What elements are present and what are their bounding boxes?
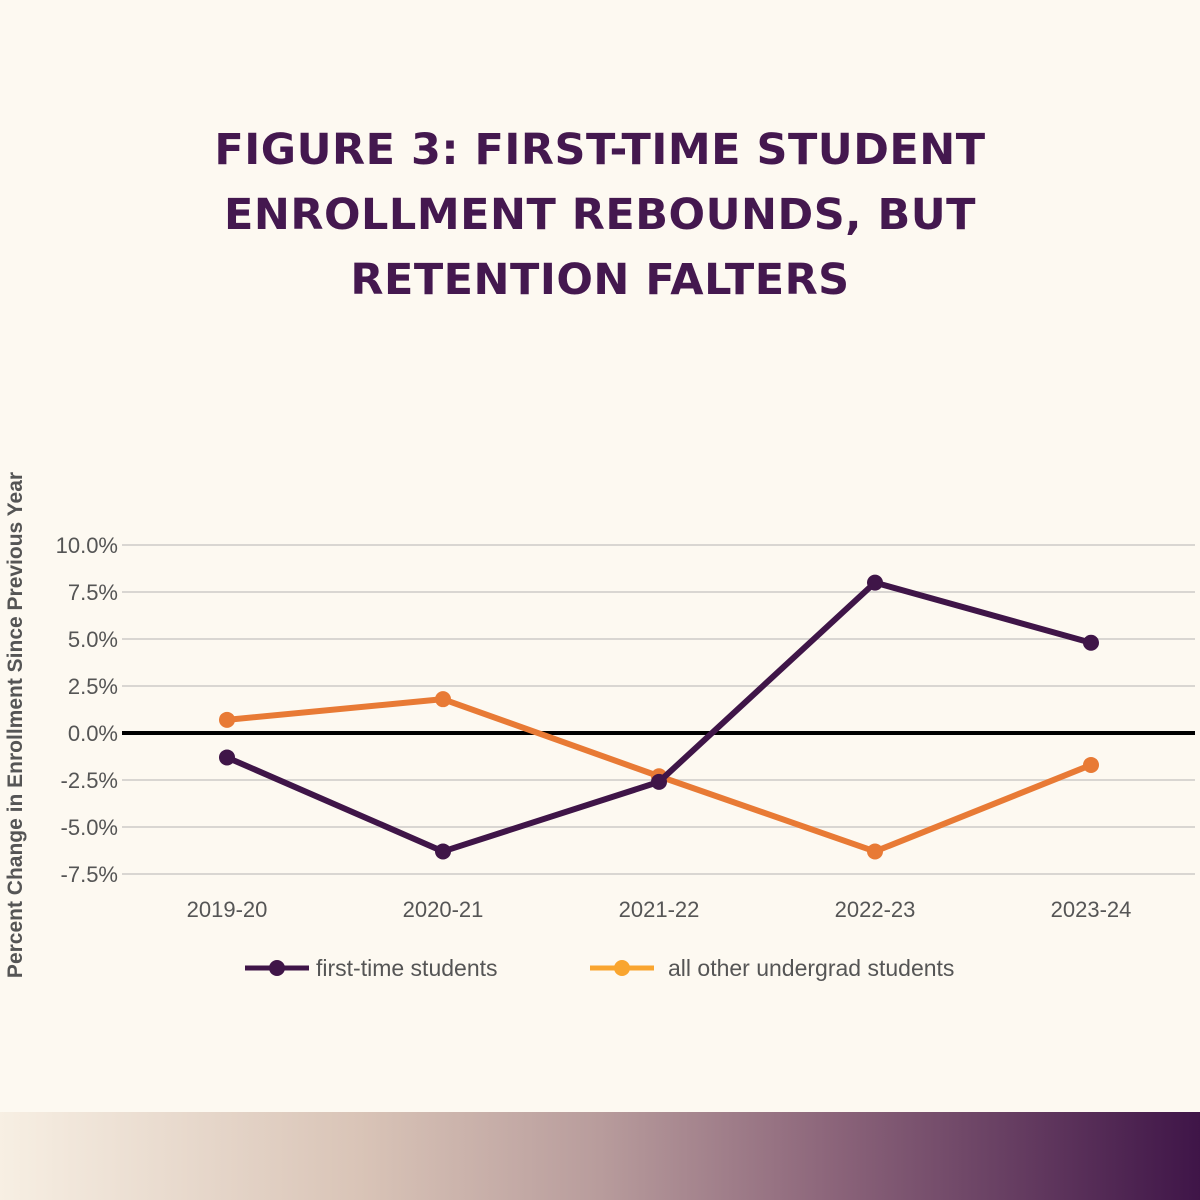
y-tick-label: -5.0%: [61, 815, 118, 840]
data-point: [219, 711, 235, 728]
data-point: [867, 843, 883, 860]
y-tick-label: -2.5%: [61, 768, 118, 793]
title-line: FIGURE 3: FIRST-TIME STUDENT: [214, 125, 986, 175]
y-tick-label: 2.5%: [68, 674, 118, 699]
data-point: [1083, 634, 1099, 651]
x-tick-label: 2019-20: [187, 897, 268, 922]
decorative-gradient-band: [0, 1112, 1200, 1200]
legend-marker: [614, 960, 630, 976]
data-point: [219, 749, 235, 766]
y-tick-label: 7.5%: [68, 580, 118, 605]
line-chart: 10.0% 7.5% 5.0% 2.5% 0.0% -2.5% -5.0% -7.5% 2019…: [56, 533, 1195, 981]
data-point: [435, 691, 451, 708]
data-point: [867, 574, 883, 591]
y-tick-label: 10.0%: [56, 533, 118, 558]
series-line: [225, 579, 1092, 855]
title-line: ENROLLMENT REBOUNDS, BUT: [224, 190, 976, 240]
y-tick-label: 5.0%: [68, 627, 118, 652]
y-tick-label: -7.5%: [61, 862, 118, 887]
chart-title: FIGURE 3: FIRST-TIME STUDENT ENROLLMENT …: [0, 118, 1200, 313]
x-tick-label: 2022-23: [835, 897, 916, 922]
x-tick-label: 2023-24: [1051, 897, 1132, 922]
x-tick-label: 2021-22: [619, 897, 700, 922]
data-point: [1083, 756, 1099, 773]
legend-label: first-time students: [316, 955, 498, 981]
legend-label: all other undergrad students: [668, 955, 954, 981]
title-line: RETENTION FALTERS: [350, 255, 850, 305]
y-tick-label: 0.0%: [68, 721, 118, 746]
legend-marker: [269, 960, 285, 976]
x-tick-label: 2020-21: [403, 897, 484, 922]
data-point: [435, 843, 451, 860]
data-point: [651, 773, 667, 790]
